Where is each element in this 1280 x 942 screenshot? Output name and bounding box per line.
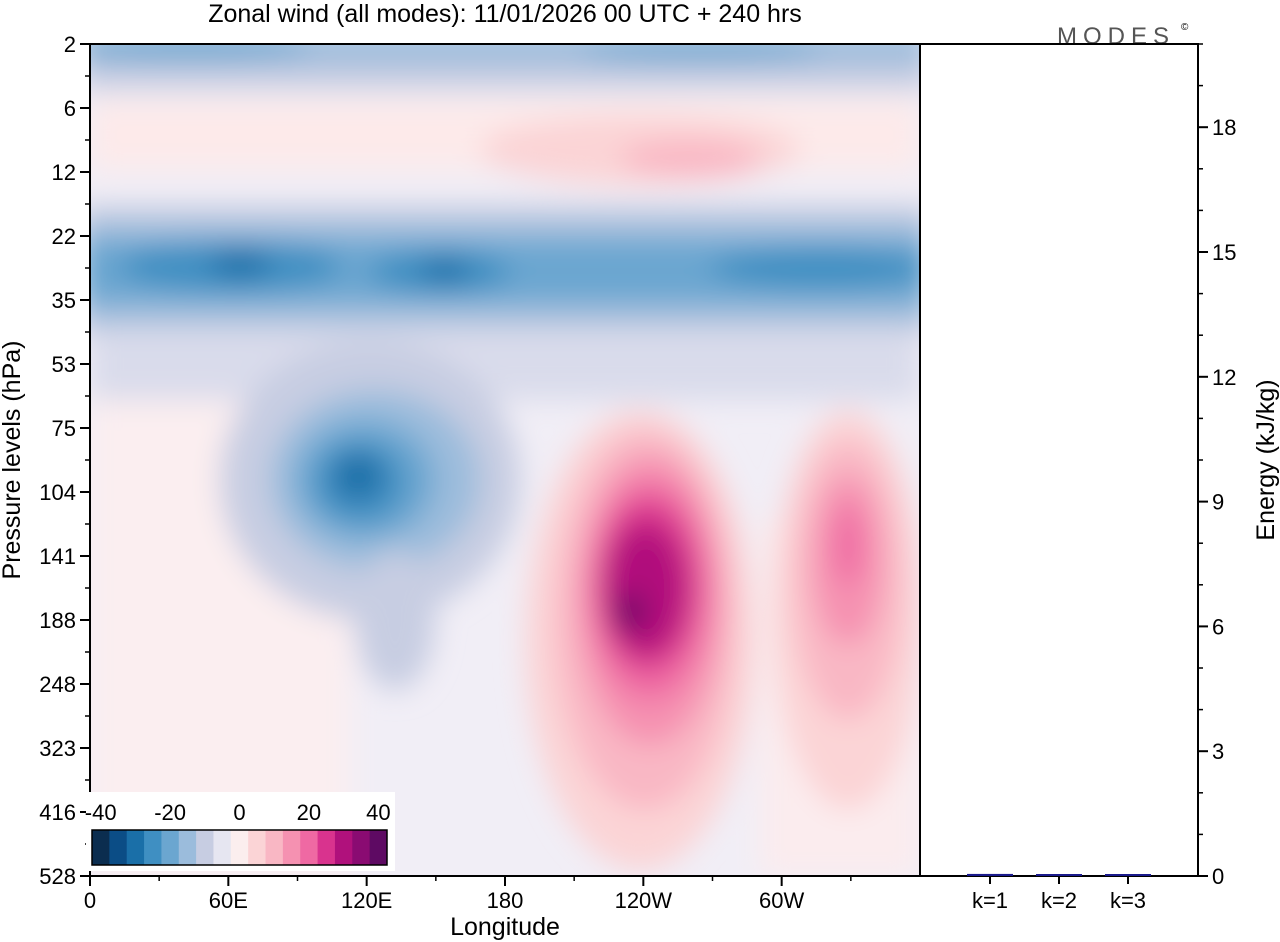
pressure-tick-label: 35	[52, 288, 76, 313]
energy-tick-label: 3	[1212, 739, 1224, 764]
category-label: k=3	[1110, 888, 1146, 913]
colorbar-swatch	[300, 830, 319, 865]
energy-tick-label: 18	[1212, 115, 1236, 140]
field-band-22hpa-6	[710, 248, 920, 288]
field-westerly-6	[605, 525, 685, 655]
y-axis-label: Pressure levels (hPa)	[0, 341, 26, 580]
pressure-tick-label: 248	[39, 672, 76, 697]
colorbar-swatch	[178, 830, 197, 865]
colorbar: -40 -20 0 20 40	[85, 792, 395, 871]
pressure-tick-label: 104	[39, 480, 76, 505]
category-label: k=1	[972, 888, 1008, 913]
longitude-tick-label: 60W	[759, 888, 804, 913]
field-band-top-4	[580, 44, 820, 62]
colorbar-swatch	[265, 830, 284, 865]
field-band-22hpa-8	[420, 258, 470, 282]
pressure-tick-label: 12	[52, 160, 76, 185]
colorbar-swatch	[317, 830, 336, 865]
colorbar-swatch	[213, 830, 232, 865]
field-easterly-tail	[355, 550, 435, 690]
pressure-tick-label: 2	[64, 32, 76, 57]
colorbar-swatch	[248, 830, 267, 865]
colorbar-swatch	[230, 830, 249, 865]
colorbar-swatch	[144, 830, 162, 865]
pressure-axis: 2 6 12 22 35 53 75 104 141 188 248 323 416 528	[39, 32, 90, 889]
field-westerly-b4	[834, 505, 862, 585]
field-band-22hpa-7	[210, 250, 270, 278]
colorbar-swatch	[92, 830, 110, 865]
field-westerly-12hpa-2	[620, 140, 760, 176]
pressure-tick-label: 6	[64, 96, 76, 121]
colorbar-tick-label: 0	[233, 800, 245, 825]
category-label: k=2	[1041, 888, 1077, 913]
colorbar-swatch	[369, 830, 388, 865]
pressure-tick-label: 188	[39, 608, 76, 633]
field-westerly-7	[616, 594, 644, 630]
energy-tick-label: 15	[1212, 240, 1236, 265]
colorbar-frame	[91, 829, 388, 866]
colorbar-tick-label: 20	[297, 800, 321, 825]
energy-axis-label: Energy (kJ/kg)	[1252, 379, 1280, 540]
pressure-tick-label: 22	[52, 224, 76, 249]
field-band-top-3	[90, 44, 310, 60]
field-easterly-5	[333, 452, 383, 500]
zonal-wind-field	[90, 44, 920, 876]
pressure-tick-label: 416	[39, 800, 76, 825]
colorbar-tick-label: -40	[85, 800, 117, 825]
colorbar-swatch	[334, 830, 353, 865]
field-layer-53hpa	[90, 330, 920, 400]
colorbar-swatch	[352, 830, 371, 865]
pressure-tick-label: 323	[39, 736, 76, 761]
colorbar-swatch	[161, 830, 180, 865]
colorbar-tick-label: 40	[366, 800, 390, 825]
pressure-tick-label: 528	[39, 864, 76, 889]
energy-bars: k=1 k=2 k=3	[967, 873, 1151, 913]
energy-panel-frame	[919, 43, 1199, 877]
longitude-tick-label: 180	[487, 888, 524, 913]
energy-axis: 0 3 6 9 12 15 18	[1198, 43, 1236, 889]
longitude-axis: 0 60E 120E 180 120W 60W	[84, 876, 852, 913]
pressure-tick-label: 75	[52, 416, 76, 441]
longitude-tick-label: 120W	[615, 888, 673, 913]
longitude-tick-label: 60E	[209, 888, 248, 913]
energy-bar-k=3	[1105, 874, 1151, 876]
energy-bar-k=1	[967, 873, 1013, 876]
energy-tick-label: 6	[1212, 614, 1224, 639]
longitude-tick-label: 120E	[341, 888, 392, 913]
colorbar-swatch	[282, 830, 301, 865]
colorbar-swatch	[126, 830, 145, 865]
x-axis-label: Longitude	[450, 913, 560, 941]
energy-tick-label: 0	[1212, 864, 1224, 889]
energy-tick-label: 12	[1212, 365, 1236, 390]
longitude-tick-label: 0	[84, 888, 96, 913]
colorbar-swatch	[109, 830, 128, 865]
pressure-tick-label: 53	[52, 352, 76, 377]
energy-tick-label: 9	[1212, 490, 1224, 515]
colorbar-tick-label: -20	[154, 800, 186, 825]
energy-bar-k=2	[1036, 874, 1082, 876]
colorbar-swatch	[196, 830, 214, 865]
logo-mark: ©	[1181, 22, 1189, 33]
pressure-tick-label: 141	[39, 544, 76, 569]
chart-title: Zonal wind (all modes): 11/01/2026 00 UT…	[208, 0, 802, 28]
